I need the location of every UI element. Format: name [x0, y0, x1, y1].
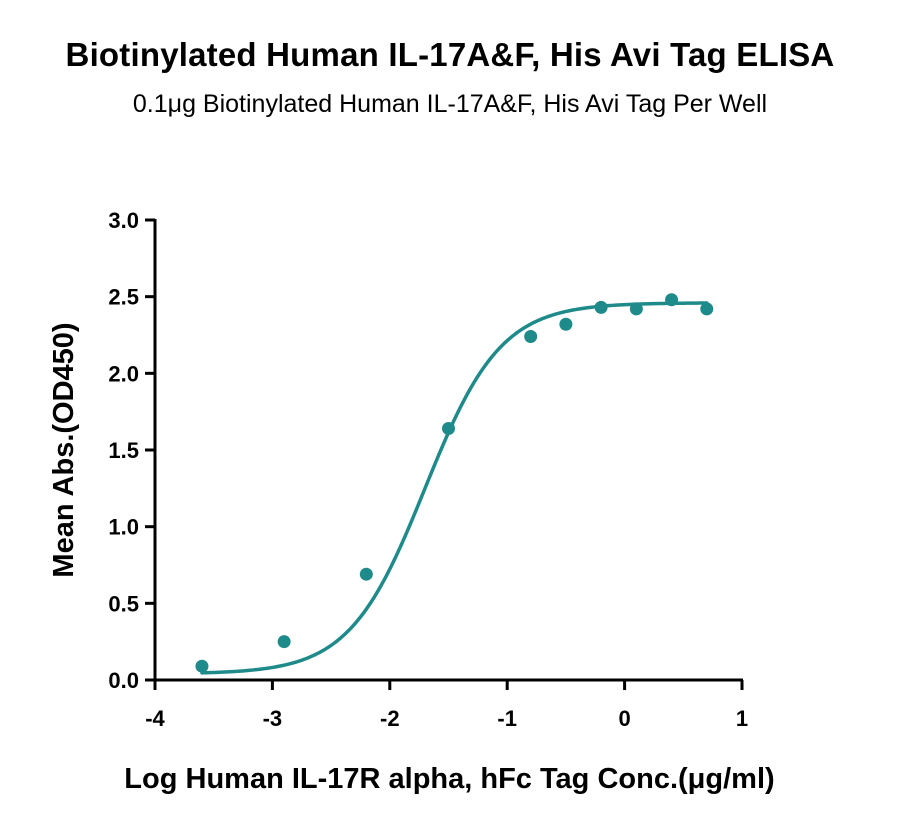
y-tick-label: 1.5 — [108, 438, 139, 463]
data-point — [700, 302, 714, 316]
x-tick-label: -3 — [263, 706, 283, 731]
fit-curve-layer — [200, 301, 709, 675]
y-tick-label: 3.0 — [108, 208, 139, 233]
data-point — [524, 330, 538, 344]
axes: 0.0 0.5 1.0 1.5 2.0 2.5 3.0 -4 -3 -2 -1 0 1 — [108, 208, 748, 731]
x-tick-label: 0 — [618, 706, 630, 731]
fit-curve — [200, 301, 709, 675]
x-tick-label: 1 — [736, 706, 748, 731]
x-axis-title: Log Human IL-17R alpha, hFc Tag Conc.(μg… — [124, 763, 774, 795]
y-tick-label: 2.0 — [108, 361, 139, 386]
data-point — [629, 302, 643, 316]
y-tick-label: 0.5 — [108, 591, 139, 616]
y-tick-label: 0.0 — [108, 668, 139, 693]
data-point — [559, 317, 573, 331]
y-axis-title: Mean Abs.(OD450) — [48, 322, 80, 577]
data-point — [277, 635, 291, 649]
chart-title: Biotinylated Human IL-17A&F, His Avi Tag… — [65, 36, 835, 73]
chart-subtitle: 0.1μg Biotinylated Human IL-17A&F, His A… — [132, 90, 768, 118]
y-tick-label: 2.5 — [108, 285, 139, 310]
data-point — [594, 300, 608, 314]
x-tick-label: -4 — [145, 706, 165, 731]
data-point — [195, 659, 209, 673]
data-point — [359, 567, 373, 581]
x-tick-label: -1 — [497, 706, 517, 731]
data-point — [442, 422, 455, 436]
y-tick-label: 1.0 — [108, 515, 139, 540]
x-tick-label: -2 — [380, 706, 400, 731]
data-point — [665, 293, 679, 307]
data-points-layer — [195, 293, 714, 673]
